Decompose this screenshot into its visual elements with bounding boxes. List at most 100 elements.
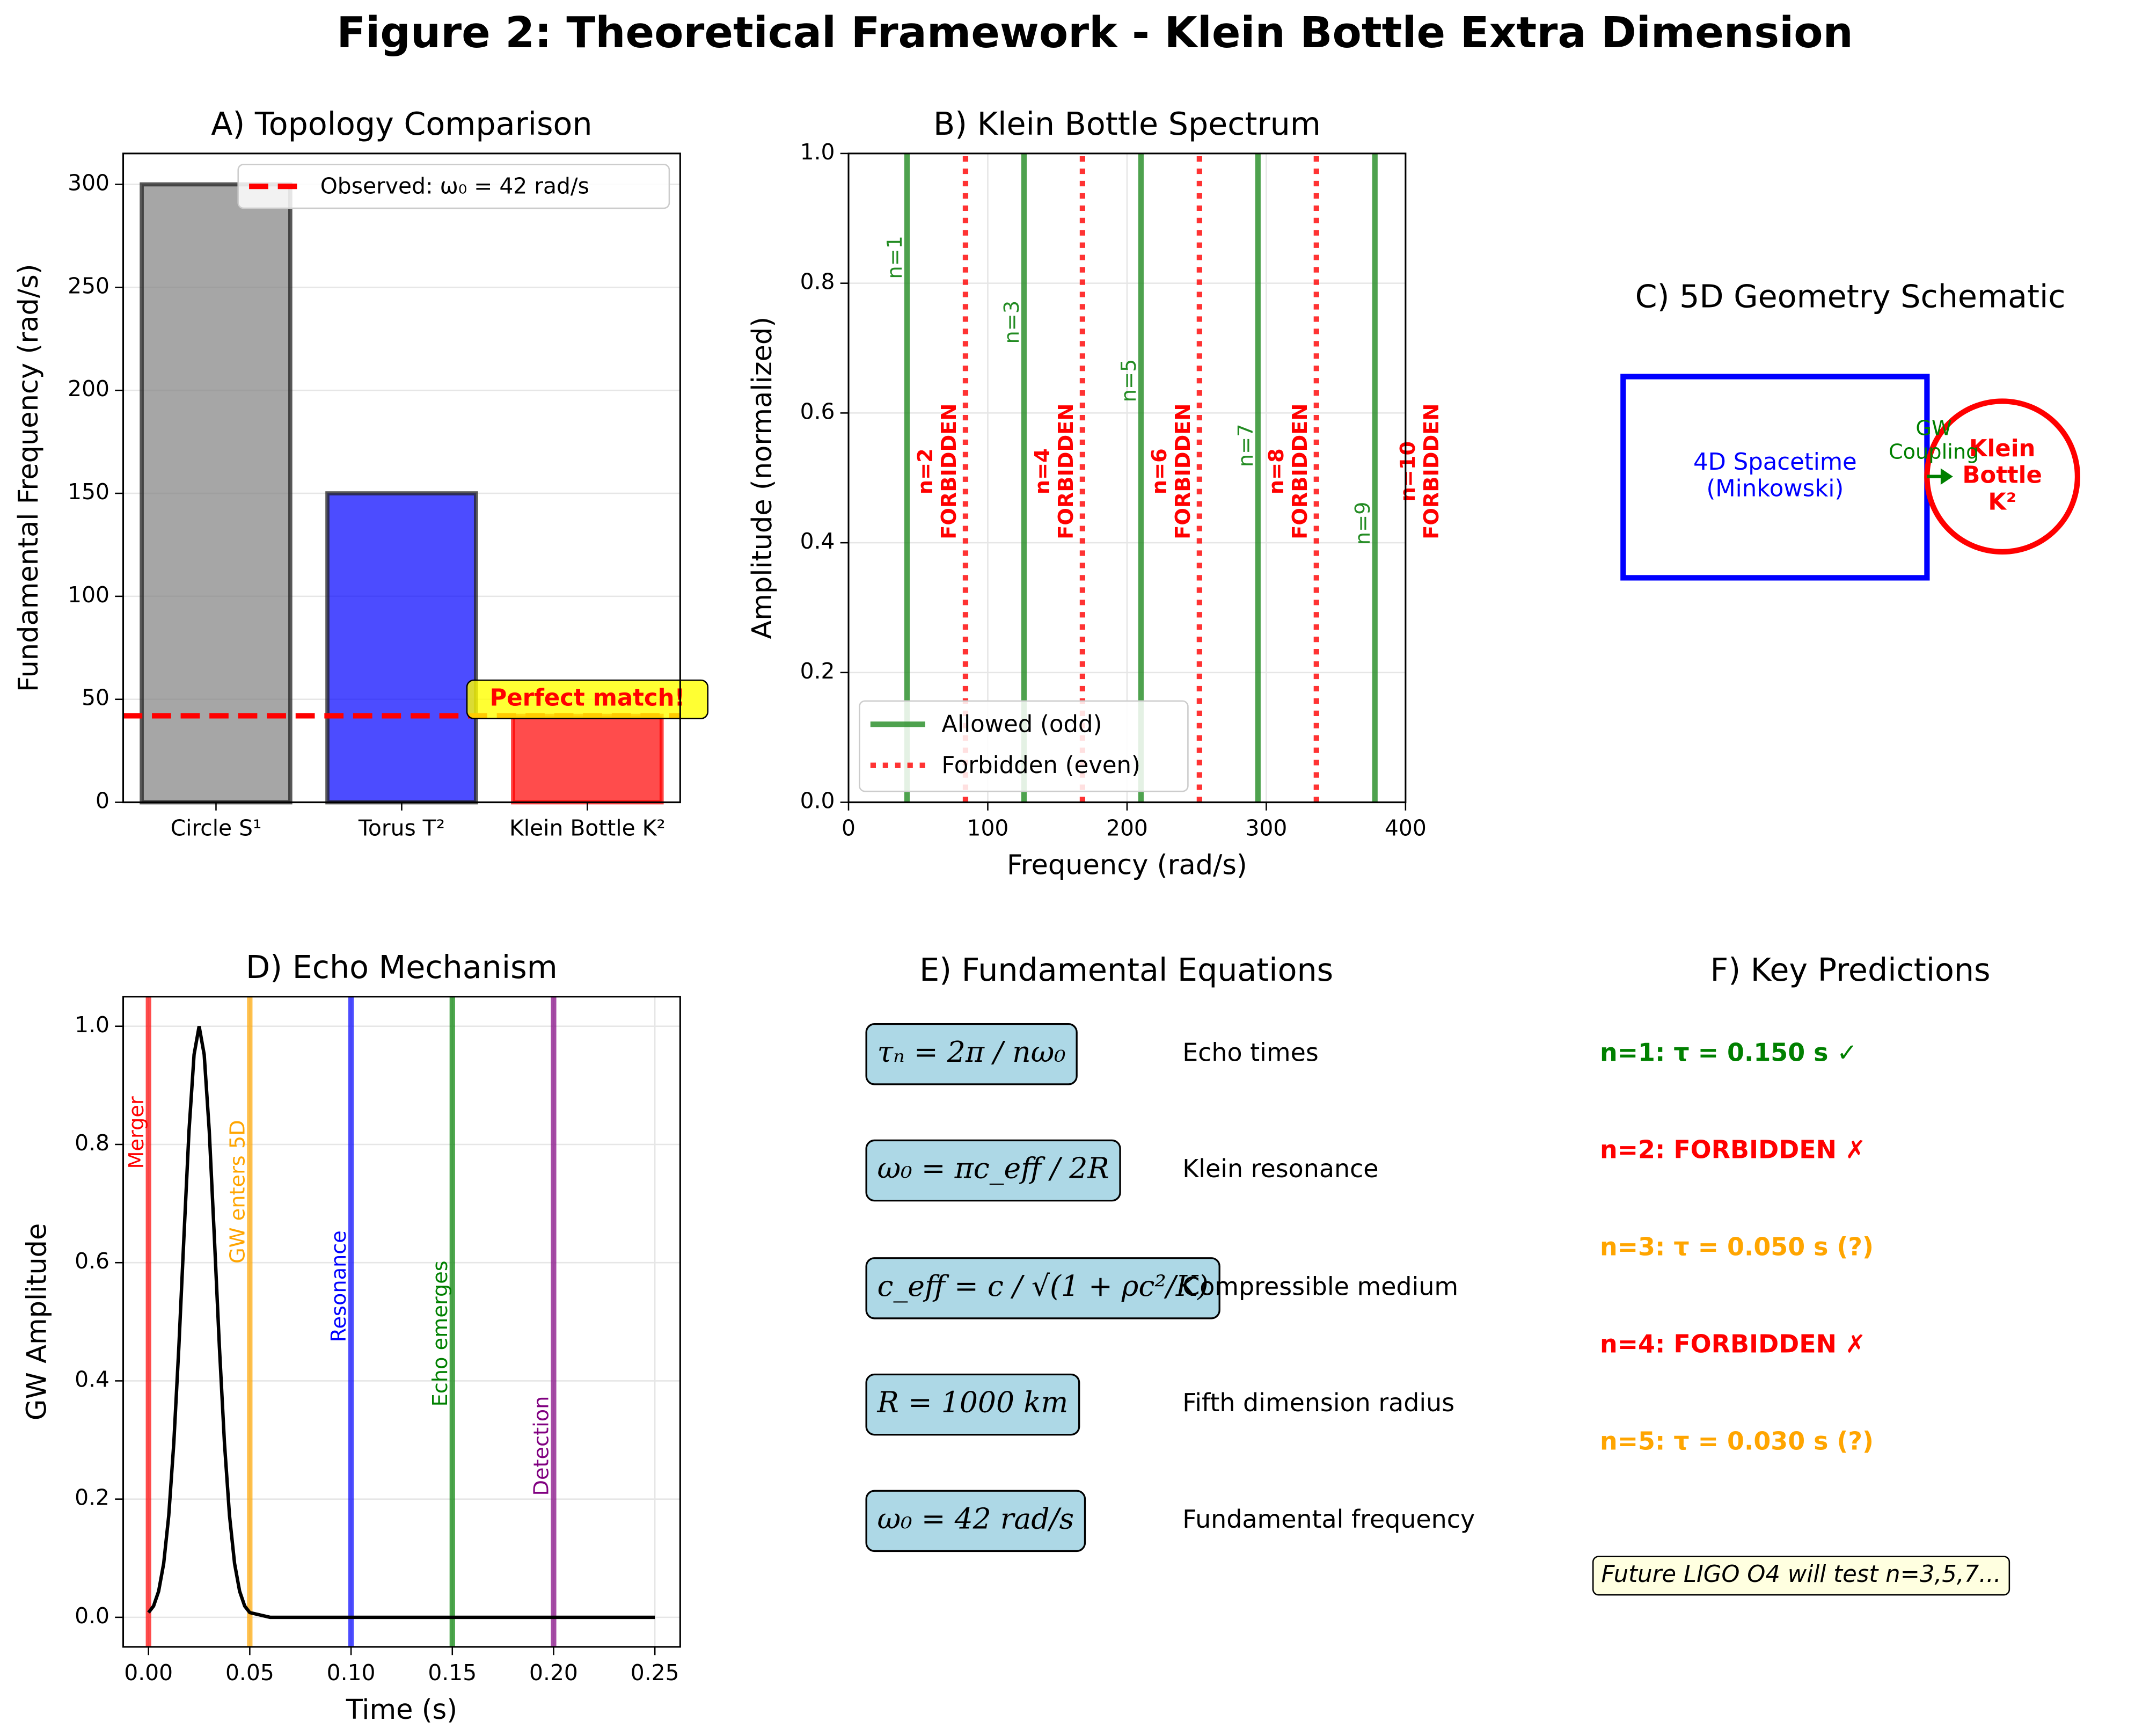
equation-box <box>865 1490 1086 1552</box>
prediction: n=4: FORBIDDEN ✗ <box>1600 1329 1866 1358</box>
x-tick-label: 0 <box>842 815 856 841</box>
x-tick-label: 0.10 <box>327 1660 376 1686</box>
spacetime-label: 4D Spacetime (Minkowski) <box>1693 448 1857 502</box>
line-label: n=6FORBIDDEN <box>1147 404 1195 539</box>
event-label: GW enters 5D <box>225 1120 250 1264</box>
equation-label: Fundamental frequency <box>1182 1505 1475 1534</box>
equation-box <box>865 1139 1121 1202</box>
event-label: Resonance <box>327 1230 351 1342</box>
panel-title: F) Key Predictions <box>1710 952 1991 988</box>
x-tick-label: 0.05 <box>225 1660 274 1686</box>
x-tick-label: 400 <box>1385 815 1427 841</box>
panel-title: B) Klein Bottle Spectrum <box>933 106 1321 142</box>
panel-title: C) 5D Geometry Schematic <box>1635 278 2066 315</box>
x-tick-label: Klein Bottle K² <box>509 815 666 841</box>
equation-box <box>865 1023 1078 1085</box>
equation: R = 1000 km <box>877 1385 1069 1419</box>
x-tick-label: 0.20 <box>529 1660 578 1686</box>
annotation-box <box>466 679 709 719</box>
y-axis-label: Fundamental Frequency (rad/s) <box>13 264 45 692</box>
x-axis-label: Frequency (rad/s) <box>1007 849 1247 881</box>
panel-title: D) Echo Mechanism <box>246 949 558 986</box>
y-tick-label: 250 <box>68 273 109 298</box>
y-tick-label: 0.4 <box>75 1366 109 1392</box>
y-axis-label: GW Amplitude <box>21 1223 53 1421</box>
line-label: n=2FORBIDDEN <box>913 404 961 539</box>
line-label: n=3 <box>1000 301 1024 344</box>
x-tick-label: 200 <box>1106 815 1148 841</box>
y-tick-label: 0.8 <box>800 269 835 295</box>
axes-frame <box>847 152 1407 804</box>
equation: c_eff = c / √(1 + ρc²/K) <box>878 1269 1209 1303</box>
event-label: Detection <box>530 1396 554 1496</box>
equation-label: Echo times <box>1182 1038 1319 1067</box>
x-axis-label: Time (s) <box>346 1694 457 1726</box>
y-tick-label: 0.6 <box>75 1248 109 1274</box>
equation-box <box>865 1257 1220 1319</box>
equation-label: Klein resonance <box>1182 1154 1378 1183</box>
prediction: n=2: FORBIDDEN ✗ <box>1600 1135 1866 1164</box>
y-tick-label: 1.0 <box>800 139 835 165</box>
line-label: n=1 <box>883 236 907 279</box>
event-label: Echo emerges <box>428 1260 452 1406</box>
y-tick-label: 0.0 <box>800 788 835 814</box>
equation: ω₀ = πc_eff / 2R <box>878 1151 1109 1185</box>
y-tick-label: 300 <box>68 170 109 195</box>
note: Future LIGO O4 will test n=3,5,7... <box>1602 1561 2001 1588</box>
x-tick-label: 0.15 <box>428 1660 477 1686</box>
x-tick-label: 0.25 <box>631 1660 679 1686</box>
y-tick-label: 150 <box>68 479 109 505</box>
equation: τₙ = 2π / nω₀ <box>878 1035 1066 1069</box>
coupling-arrowhead <box>1940 468 1953 485</box>
signal-line <box>147 1026 655 1620</box>
legend-box <box>237 164 670 209</box>
x-tick-label: 300 <box>1245 815 1287 841</box>
y-tick-label: 100 <box>68 582 109 608</box>
axes-frame <box>122 152 681 804</box>
equation-box <box>865 1373 1080 1436</box>
x-tick-label: Circle S¹ <box>171 815 262 841</box>
y-tick-label: 0.2 <box>75 1485 109 1511</box>
figure-title: Figure 2: Theoretical Framework - Klein … <box>337 8 1853 57</box>
panel-title: E) Fundamental Equations <box>919 952 1333 988</box>
line-label: n=8FORBIDDEN <box>1264 404 1312 539</box>
legend-label: Observed: ω₀ = 42 rad/s <box>320 173 589 199</box>
y-tick-label: 0 <box>96 788 109 814</box>
bar <box>140 182 293 805</box>
prediction: n=5: τ = 0.030 s (?) <box>1600 1427 1874 1456</box>
line-label: n=4FORBIDDEN <box>1030 404 1078 539</box>
equation: ω₀ = 42 rad/s <box>878 1501 1074 1535</box>
equation-label: Fifth dimension radius <box>1182 1388 1454 1417</box>
y-tick-label: 0.2 <box>800 658 835 684</box>
x-tick-label: 0.00 <box>124 1660 173 1686</box>
y-tick-label: 50 <box>82 685 109 711</box>
y-tick-label: 0.6 <box>800 398 835 424</box>
annotation: Perfect match! <box>490 684 685 711</box>
prediction: n=1: τ = 0.150 s ✓ <box>1600 1038 1858 1067</box>
x-tick-label: Torus T² <box>358 815 445 841</box>
y-tick-label: 200 <box>68 376 109 402</box>
prediction: n=3: τ = 0.050 s (?) <box>1600 1232 1874 1261</box>
x-tick-label: 100 <box>967 815 1009 841</box>
line-label: n=5 <box>1117 359 1141 403</box>
klein-label: Klein Bottle K² <box>1962 435 2042 515</box>
panel-title: A) Topology Comparison <box>211 106 592 142</box>
line-label: n=7 <box>1234 424 1258 467</box>
line-label: n=10FORBIDDEN <box>1395 404 1443 539</box>
note-box <box>1592 1556 2010 1596</box>
legend-label: Forbidden (even) <box>941 752 1140 779</box>
line-label: n=9 <box>1351 502 1375 545</box>
equation-label: Compressible medium <box>1182 1272 1458 1301</box>
y-tick-label: 1.0 <box>75 1012 109 1038</box>
legend-box <box>859 700 1189 792</box>
event-label: Merger <box>125 1096 149 1169</box>
y-tick-label: 0.4 <box>800 528 835 554</box>
axes-frame <box>122 996 681 1648</box>
coupling-label: GW Coupling <box>1889 416 1979 464</box>
bar <box>325 491 478 805</box>
y-axis-label: Amplitude (normalized) <box>747 317 778 639</box>
y-tick-label: 0.8 <box>75 1130 109 1156</box>
legend-label: Allowed (odd) <box>941 711 1102 738</box>
